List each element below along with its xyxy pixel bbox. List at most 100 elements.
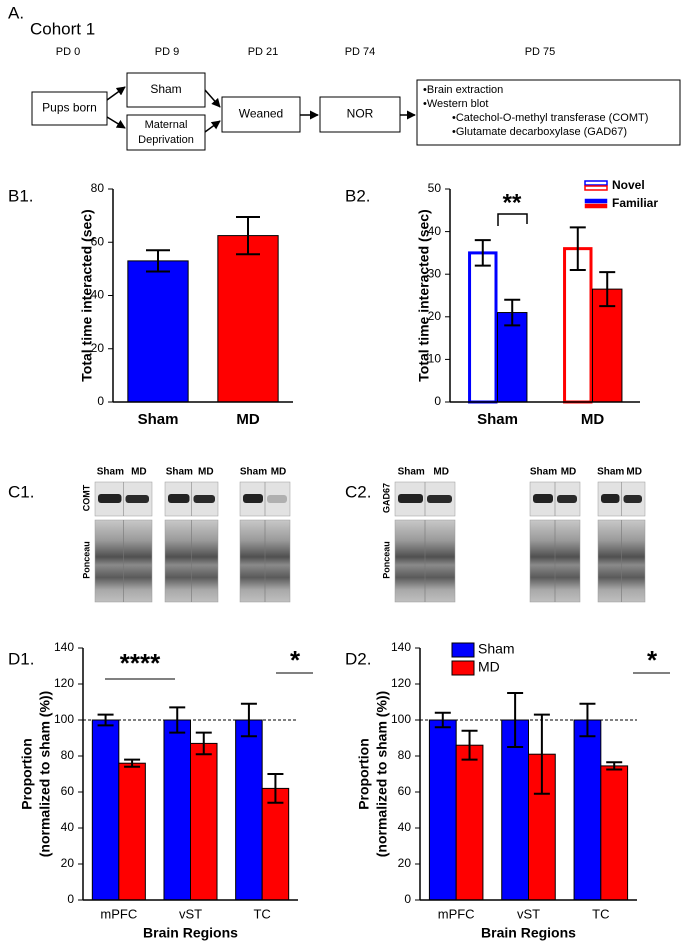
x-tick-label: mPFC bbox=[438, 906, 475, 921]
legend-swatch bbox=[584, 185, 608, 191]
y-tick-label: 0 bbox=[434, 394, 441, 408]
lane-label: Sham bbox=[398, 467, 425, 478]
box-text: NOR bbox=[347, 107, 374, 121]
timeline-box bbox=[416, 79, 681, 146]
bar bbox=[261, 787, 290, 901]
y-axis-label: Total time interacted (sec) bbox=[416, 209, 432, 381]
panel-label: B2. bbox=[345, 186, 371, 205]
x-tick-label: TC bbox=[253, 906, 270, 921]
bar bbox=[163, 719, 192, 901]
bar bbox=[528, 753, 556, 901]
legend-swatch bbox=[584, 203, 608, 209]
blot-band bbox=[557, 495, 577, 503]
y-tick-label: 60 bbox=[61, 784, 75, 798]
bar bbox=[455, 744, 484, 901]
y-tick-label: 100 bbox=[391, 712, 411, 726]
blot-band bbox=[427, 495, 452, 503]
x-tick-label: mPFC bbox=[100, 906, 137, 921]
box-text: Maternal bbox=[145, 119, 188, 131]
arrow bbox=[204, 89, 221, 108]
lane-label: MD bbox=[433, 467, 449, 478]
bar bbox=[497, 312, 528, 403]
box-text: Deprivation bbox=[138, 134, 194, 146]
error-bar bbox=[195, 731, 212, 756]
arrow bbox=[204, 120, 221, 133]
loading-label: Ponceau bbox=[381, 541, 391, 579]
blot-band bbox=[623, 495, 642, 503]
significance: ** bbox=[503, 189, 522, 216]
panel-label: A. bbox=[8, 3, 24, 22]
bar bbox=[573, 719, 602, 901]
panel-label: C2. bbox=[345, 482, 371, 501]
blot-band bbox=[243, 494, 263, 503]
y-tick-label: 0 bbox=[67, 892, 74, 906]
panel-label: C1. bbox=[8, 482, 34, 501]
lane-label: Sham bbox=[530, 467, 557, 478]
y-axis-label: (normalized to sham (%)) bbox=[374, 691, 390, 857]
error-bar bbox=[606, 761, 623, 771]
y-axis-label: Total time interacted (sec) bbox=[79, 209, 95, 381]
y-tick-label: 80 bbox=[91, 181, 105, 195]
lane-label: MD bbox=[626, 467, 642, 478]
legend-label: Familiar bbox=[612, 196, 658, 210]
y-axis-label: Proportion bbox=[356, 738, 372, 810]
loading-label: Ponceau bbox=[81, 541, 91, 579]
error-bar bbox=[599, 271, 616, 308]
bar bbox=[235, 719, 263, 901]
bar bbox=[118, 762, 146, 901]
blot-band bbox=[601, 494, 620, 503]
error-bar bbox=[236, 215, 260, 256]
error-bar bbox=[507, 692, 524, 748]
y-tick-label: 10 bbox=[428, 352, 442, 366]
y-tick-label: 140 bbox=[54, 640, 74, 654]
x-tick-label: MD bbox=[581, 411, 604, 428]
y-axis-label: Proportion bbox=[19, 738, 35, 810]
y-tick-label: 20 bbox=[398, 856, 412, 870]
procedure: •Catechol-O-methyl transferase (COMT) bbox=[452, 112, 648, 124]
error-bar bbox=[579, 702, 596, 738]
y-tick-label: 20 bbox=[428, 309, 442, 323]
lane-label: MD bbox=[561, 467, 577, 478]
timepoint: PD 74 bbox=[345, 46, 376, 58]
bar bbox=[600, 765, 629, 901]
lane-label: MD bbox=[131, 467, 147, 478]
blot-band bbox=[193, 495, 215, 503]
timepoint: PD 0 bbox=[56, 46, 80, 58]
timepoint: PD 75 bbox=[525, 46, 556, 58]
bar bbox=[563, 247, 593, 404]
panel-label: D2. bbox=[345, 649, 371, 668]
timeline-box bbox=[319, 96, 401, 133]
error-bar bbox=[124, 758, 141, 768]
lane-label: MD bbox=[198, 467, 214, 478]
bar bbox=[127, 260, 189, 403]
x-tick-label: Sham bbox=[138, 411, 179, 428]
blot-band bbox=[398, 494, 423, 503]
significance: **** bbox=[120, 648, 161, 678]
blot-band bbox=[98, 494, 122, 503]
error-bar bbox=[474, 239, 491, 267]
cohort-title: Cohort 1 bbox=[30, 19, 95, 38]
y-tick-label: 140 bbox=[391, 640, 411, 654]
y-tick-label: 40 bbox=[398, 820, 412, 834]
box-text: Weaned bbox=[239, 107, 283, 121]
significance: * bbox=[647, 645, 658, 675]
y-tick-label: 50 bbox=[428, 181, 442, 195]
panel-label: B1. bbox=[8, 186, 34, 205]
timepoint: PD 9 bbox=[155, 46, 179, 58]
y-tick-label: 40 bbox=[61, 820, 75, 834]
blot-band bbox=[168, 494, 190, 503]
y-tick-label: 20 bbox=[91, 341, 105, 355]
y-tick-label: 30 bbox=[428, 266, 442, 280]
error-bar bbox=[97, 713, 114, 727]
error-bar bbox=[434, 711, 451, 729]
x-axis-label: Brain Regions bbox=[481, 925, 576, 941]
y-tick-label: 40 bbox=[91, 288, 105, 302]
lane-label: MD bbox=[271, 467, 287, 478]
legend-label: Sham bbox=[478, 641, 515, 657]
x-tick-label: vST bbox=[517, 906, 540, 921]
lane-label: Sham bbox=[97, 467, 124, 478]
bar bbox=[217, 235, 279, 403]
error-bar bbox=[146, 249, 170, 273]
panel-label: D1. bbox=[8, 649, 34, 668]
